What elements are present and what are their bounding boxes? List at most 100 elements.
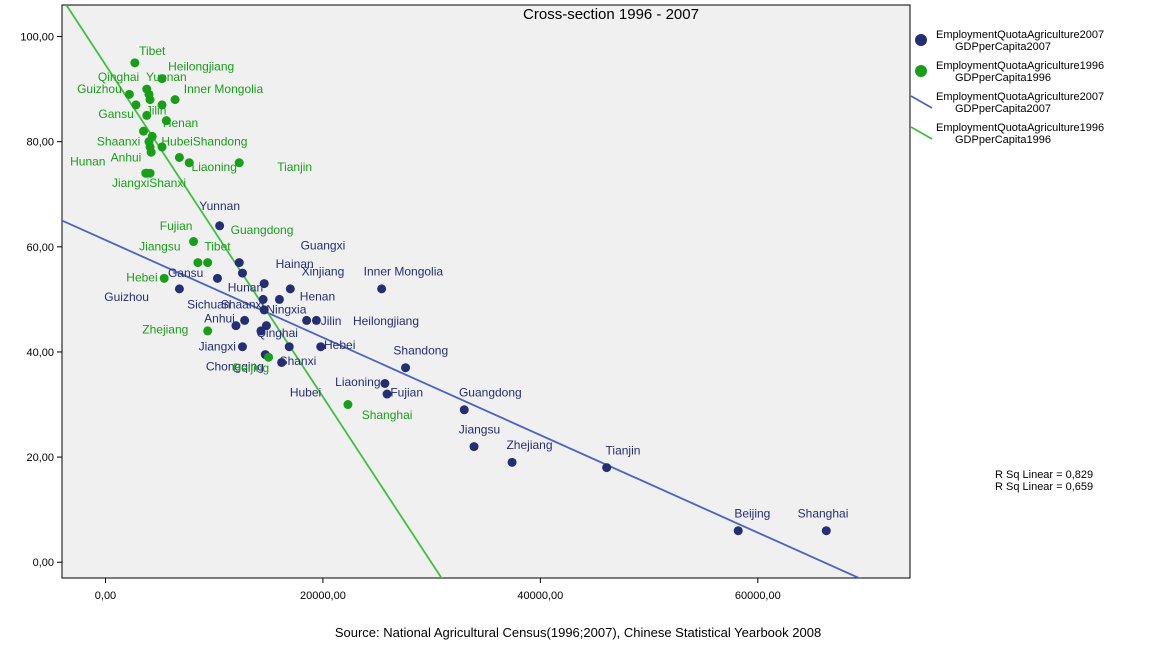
legend-item-2007-points-label: EmploymentQuotaAgriculture2007 [936,29,1104,41]
y-tick-label: 20,00 [26,452,54,464]
point-label-2007: Jilin [321,314,342,328]
point-label-2007: Zhejiang [506,438,552,452]
point-2007-zhejiang [507,457,517,467]
point-2007-jiangxi [237,342,247,352]
legend-item-1996-points-sublabel: GDPperCapita1996 [955,72,1051,84]
point-1996-guangxi [142,110,152,120]
point-label-2007: Guangdong [459,386,522,400]
point-2007-hebei [316,342,326,352]
point-label-2007: Shandong [393,344,448,358]
point-2007-tianjin [602,463,612,473]
point-label-2007: Guizhou [104,290,149,304]
point-label-1996: Zhejiang [142,323,188,337]
point-label-1996: Beijing [233,361,269,375]
point-label-2007: Hunan [228,281,263,295]
legend-item-2007-points-sublabel: GDPperCapita2007 [955,41,1051,53]
point-1996-hubei [157,142,167,152]
point-1996-hainan [139,126,149,136]
point-2007-gansu [212,273,222,283]
point-2007-inner mongolia [377,284,387,294]
r-squared-2007: R Sq Linear = 0,829 [995,469,1093,481]
point-label-1996: Heilongjiang [168,60,234,74]
legend-item-1996-fit-sublabel: GDPperCapita1996 [955,134,1051,146]
point-label-2007: Guangxi [301,238,346,252]
plot-area [61,4,911,579]
point-1996-shanghai [343,400,353,410]
point-1996-jilin [157,100,167,110]
point-2007-beijing [733,526,743,536]
legend-item-1996-fit-marker [910,126,933,140]
point-label-1996: HubeiShandong [161,134,247,148]
point-2007-henan [274,294,284,304]
point-2007-hubei [277,357,287,367]
point-label-1996: Henan [163,116,198,130]
point-label-1996: Anhui [111,151,142,165]
source-note: Source: National Agricultural Census(199… [335,625,821,640]
point-label-1996: Gansu [98,107,133,121]
point-2007-yunnan [215,221,225,231]
x-tick-label: 40000,00 [517,590,563,602]
point-label-2007: Anhui [204,312,235,326]
point-label-2007: Sichuan [187,297,230,311]
point-label-2007: Qinghai [257,326,298,340]
point-1996-sichuan [161,116,171,126]
point-label-2007: Jiangxi [199,339,236,353]
point-label-2007: Hebei [324,338,355,352]
point-label-1996: Hunan [70,154,105,168]
point-2007-heilongjiang [311,315,321,325]
point-2007-xinjiang [285,284,295,294]
point-label-2007: Hainan [276,257,314,271]
x-tick-label: 20000,00 [300,590,346,602]
point-1996-hebei [184,158,194,168]
point-1996-ningxia [147,131,157,141]
point-label-1996: Tibet [139,44,166,58]
y-tick-label: 60,00 [26,242,54,254]
point-label-1996: Guangdong [231,223,294,237]
point-label-2007: Shaanxi [221,297,264,311]
point-2007-liaoning [380,378,390,388]
point-label-2007: Xinjiang [302,265,345,279]
point-1996-inner mongolia [170,95,180,105]
point-label-1996: Yunnan [146,70,187,84]
point-2007-tibet [237,268,247,278]
point-2007-fujian [382,389,392,399]
fit-line-1996 [65,5,443,578]
point-label-2007: Ningxia [266,303,306,317]
point-label-2007: Liaoning [335,375,380,389]
legend-item-2007-fit-label: EmploymentQuotaAgriculture2007 [936,91,1104,103]
legend-item-2007-fit-marker [910,95,933,109]
point-label-2007: Jiangsu [459,422,500,436]
point-1996-gansu [131,100,141,110]
legend-item-2007-fit-sublabel: GDPperCapita2007 [955,103,1051,115]
point-2007-qinghai [256,326,266,336]
fit-line-2007 [62,219,862,578]
y-tick-label: 40,00 [26,347,54,359]
point-1996-guizhou [124,89,134,99]
point-label-1996: Shaanxi [97,134,140,148]
point-2007-ningxia [259,305,269,315]
point-2007-guangxi [234,258,244,268]
point-label-1996: Hebei [126,271,157,285]
point-1996-henan [145,95,155,105]
point-label-1996: Shanghai [362,408,413,422]
legend-item-1996-fit-label: EmploymentQuotaAgriculture1996 [936,122,1104,134]
point-2007-anhui [231,321,241,331]
point-label-2007: Shanxi [280,354,317,368]
chart-title: Cross-section 1996 - 2007 [523,6,699,23]
point-label-2007: Fujian [390,386,423,400]
legend-item-2007-points-marker [915,34,927,46]
point-2007-hunan [258,294,268,304]
point-1996-tibet2 [203,258,213,268]
point-label-1996: Guizhou [77,82,122,96]
point-1996-hebei2 [159,273,169,283]
point-1996-zhejiang [203,326,213,336]
point-2007-hainan [259,279,269,289]
point-label-2007: Shanghai [798,507,849,521]
y-tick-label: 100,00 [20,32,54,44]
point-1996-shandong [174,152,184,162]
point-2007-shanxi [284,342,294,352]
point-label-2007: Henan [300,289,335,303]
legend-item-1996-points-label: EmploymentQuotaAgriculture1996 [936,60,1104,72]
legend-item-1996-points-marker [915,65,927,77]
point-label-2007: Gansu [168,266,203,280]
